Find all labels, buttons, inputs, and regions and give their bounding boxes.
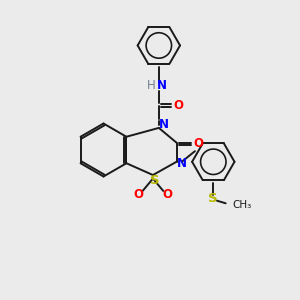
Text: S: S xyxy=(150,174,159,187)
Text: S: S xyxy=(208,192,218,205)
Text: N: N xyxy=(158,79,167,92)
Text: O: O xyxy=(162,188,172,201)
Text: O: O xyxy=(134,188,144,201)
Text: H: H xyxy=(146,79,155,92)
Text: N: N xyxy=(177,157,187,170)
Text: O: O xyxy=(173,99,183,112)
Text: O: O xyxy=(194,137,204,150)
Text: CH₃: CH₃ xyxy=(232,200,251,210)
Text: N: N xyxy=(159,118,169,131)
